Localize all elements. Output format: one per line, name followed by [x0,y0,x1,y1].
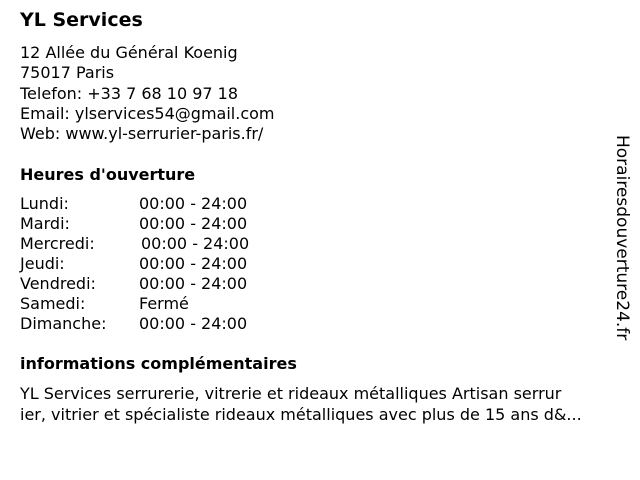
day: Lundi: [20,194,69,213]
time: 00:00 - 24:00 [139,214,248,233]
hours-row: Jeudi: 00:00 - 24:00 [20,254,249,274]
hours-row: Samedi: Fermé [20,294,249,314]
hours-row: Mardi: 00:00 - 24:00 [20,214,249,234]
hours-row: Vendredi: 00:00 - 24:00 [20,274,249,294]
website: Web: www.yl-serrurier-paris.fr/ [20,124,264,144]
address-street: 12 Allée du Général Koenig [20,43,238,62]
day: Samedi: [20,294,86,313]
description-line: YL Services serrurerie, vitrerie et ride… [20,384,562,403]
hours-row: Lundi: 00:00 - 24:00 [20,194,249,214]
hours-row: Mercredi: 00:00 - 24:00 [20,234,249,254]
time: Fermé [139,294,189,313]
watermark: Horairesdouverture24.fr [612,135,632,341]
description-line: ier, vitrier et spécialiste rideaux méta… [20,405,582,424]
address-city: 75017 Paris [20,63,115,83]
phone: Telefon: +33 7 68 10 97 18 [20,83,239,103]
day: Mardi: [20,214,70,233]
day: Vendredi: [20,274,96,293]
time: 00:00 - 24:00 [139,194,248,213]
email: Email: ylservices54@gmail.com [20,103,275,123]
info-heading: informations complémentaires [20,354,297,373]
hours-heading: Heures d'ouverture [20,165,196,184]
hours-row: Dimanche: 00:00 - 24:00 [20,314,249,334]
contact-block: 12 Allée du Général Koenig 75017 Paris T… [20,43,274,144]
time: 00:00 - 24:00 [139,314,248,333]
day: Jeudi: [20,254,65,273]
time: 00:00 - 24:00 [139,274,248,293]
day: Mercredi: [20,234,95,253]
hours-table: Lundi: 00:00 - 24:00 Mardi: 00:00 - 24:00 … [20,194,249,334]
time: 00:00 - 24:00 [139,254,248,273]
day: Dimanche: [20,314,107,333]
time: 00:00 - 24:00 [141,234,250,253]
business-name: YL Services [20,9,143,31]
description: YL Services serrurerie, vitrerie et ride… [20,383,582,425]
